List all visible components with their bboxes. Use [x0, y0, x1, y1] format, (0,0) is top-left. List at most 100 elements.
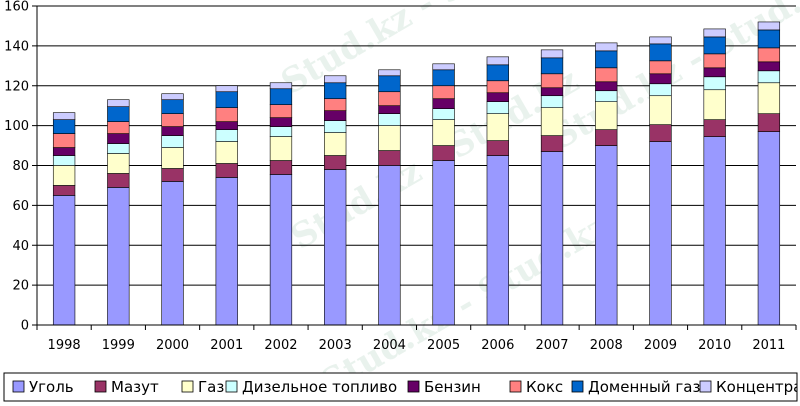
bar-segment: [432, 85, 455, 100]
bar-segment: [486, 92, 509, 103]
bar-segment: [649, 124, 672, 142]
x-tick-label: 1999: [102, 338, 135, 353]
bar-stack-2000: [161, 93, 184, 326]
bar-stack-2010: [703, 28, 726, 326]
bar-segment: [649, 60, 672, 75]
bar-segment: [215, 129, 238, 142]
bar-segment: [486, 80, 509, 94]
x-tick-label: 2000: [156, 338, 189, 353]
bar-segment: [324, 155, 347, 170]
bar-segment: [269, 160, 293, 175]
bar-stack-1998: [52, 112, 76, 326]
legend-item: Газ: [181, 378, 224, 396]
bar-segment: [649, 73, 672, 85]
bar-segment: [757, 21, 781, 31]
bar-stack-1999: [107, 99, 130, 326]
bar-segment: [378, 105, 401, 114]
legend-swatch: [571, 380, 584, 393]
bar-segment: [703, 53, 726, 69]
bar-segment: [703, 76, 726, 91]
bar-segment: [161, 147, 184, 169]
legend-item: Концентрат: [699, 378, 797, 396]
x-tick-label: 2004: [373, 338, 406, 353]
bar-segment: [107, 173, 130, 188]
y-tick-label: 40: [12, 239, 29, 254]
bar-segment: [540, 73, 564, 89]
y-tick-label: 120: [4, 79, 29, 94]
bar-segment: [595, 145, 618, 326]
legend-label: Мазут: [111, 378, 159, 396]
legend-item: Уголь: [12, 378, 74, 396]
legend-swatch: [699, 380, 712, 393]
y-tick-label: 100: [4, 119, 29, 134]
bar-segment: [649, 43, 672, 62]
bar-stack-2004: [378, 69, 401, 326]
bar-segment: [432, 69, 455, 87]
bar-segment: [324, 82, 347, 100]
bar-segment: [757, 47, 781, 63]
legend-item: Доменный газ: [571, 378, 700, 396]
y-tick-label: 140: [4, 39, 29, 54]
bar-segment: [52, 147, 76, 156]
bar-segment: [215, 141, 238, 164]
legend-label: Газ: [198, 378, 224, 396]
bar-segment: [757, 70, 781, 84]
legend-swatch: [94, 380, 107, 393]
bar-segment: [107, 106, 130, 122]
x-tick-label: 2010: [698, 338, 731, 353]
bar-segment: [215, 121, 238, 130]
legend-item: Бензин: [407, 378, 481, 396]
bar-segment: [52, 165, 76, 186]
bar-segment: [540, 49, 564, 59]
legend-swatch: [181, 380, 194, 393]
bar-stack-2002: [269, 82, 293, 326]
y-tick-label: 60: [12, 199, 29, 214]
bar-segment: [269, 82, 293, 90]
bar-segment: [757, 29, 781, 49]
bar-segment: [703, 136, 726, 326]
legend-item: Мазут: [94, 378, 159, 396]
bar-segment: [432, 119, 455, 146]
bar-stack-2009: [649, 36, 672, 326]
legend-label: Дизельное топливо: [242, 378, 397, 396]
bar-segment: [486, 64, 509, 82]
bar-segment: [161, 168, 184, 182]
bar-segment: [757, 131, 781, 326]
bar-segment: [324, 110, 347, 121]
bar-segment: [107, 187, 130, 326]
legend-swatch: [407, 380, 420, 393]
bar-stack-2007: [540, 49, 564, 326]
bar-segment: [161, 99, 184, 114]
legend-label: Бензин: [424, 378, 481, 396]
bar-segment: [649, 83, 672, 97]
x-tick-label: 2009: [644, 338, 677, 353]
bar-stack-2011: [757, 21, 781, 326]
bar-segment: [540, 151, 564, 326]
legend: Уголь Мазут Газ Дизельное топливо Бензин Кокс…: [3, 372, 798, 402]
x-tick-label: 2008: [590, 338, 623, 353]
bar-segment: [52, 112, 76, 120]
bar-segment: [649, 141, 672, 326]
bar-segment: [378, 69, 401, 77]
bar-segment: [52, 185, 76, 196]
bar-segment: [107, 133, 130, 144]
x-tick-label: 2002: [264, 338, 297, 353]
bar-segment: [432, 108, 455, 120]
bar-segment: [757, 82, 781, 114]
bar-segment: [215, 163, 238, 178]
bar-segment: [269, 88, 293, 105]
x-tick-label: 2007: [535, 338, 568, 353]
x-tick-labels: 1998 1999 2000 2001 2002 2003 2004 2005 2006 2007…: [36, 325, 797, 353]
legend-label: Доменный газ: [588, 378, 700, 396]
bar-segment: [107, 153, 130, 174]
bar-segment: [757, 113, 781, 132]
bar-segment: [649, 95, 672, 125]
bar-segment: [161, 126, 184, 136]
bar-segment: [324, 120, 347, 133]
bar-segment: [107, 121, 130, 134]
bar-segment: [269, 104, 293, 118]
x-tick-label: 2006: [481, 338, 514, 353]
bar-stack-2003: [324, 75, 347, 326]
bar-segment: [269, 136, 293, 161]
bar-segment: [703, 36, 726, 55]
